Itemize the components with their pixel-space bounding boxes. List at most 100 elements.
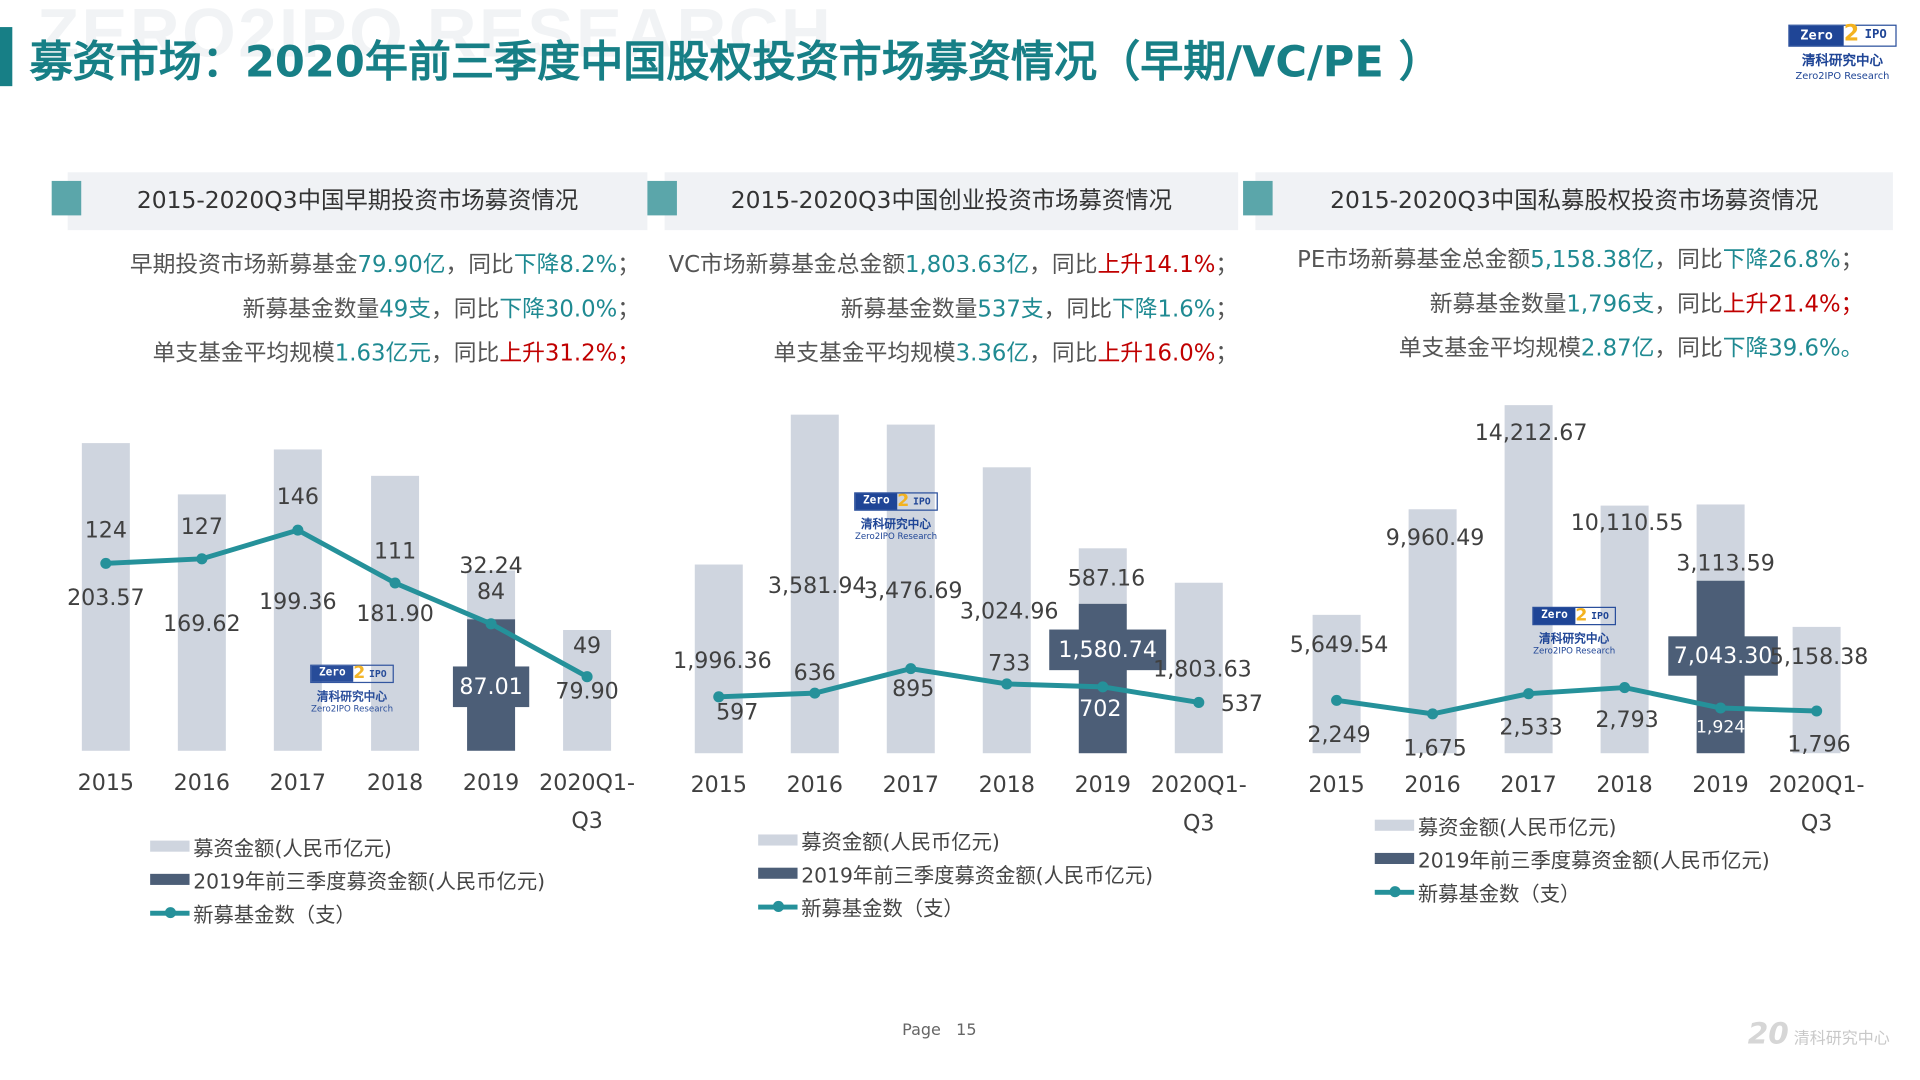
x-axis-label: 2019	[463, 770, 519, 796]
count-point	[1427, 708, 1439, 720]
x-axis-label: 2020Q1-	[1151, 772, 1247, 798]
legend-label: 募资金额(人民币亿元)	[1417, 815, 1617, 839]
legend-item-light: 募资金额(人民币亿元)	[758, 823, 1153, 856]
summary-segment: 79.90亿	[357, 252, 446, 279]
summary-segment: 上升21.4%	[1722, 291, 1841, 318]
legend-item-light: 募资金额(人民币亿元)	[150, 830, 545, 863]
count-point	[1715, 702, 1727, 714]
bar-2019	[1078, 548, 1127, 604]
panel-title: 2015-2020Q3中国早期投资市场募资情况	[136, 187, 579, 215]
x-axis-label: 2017	[1500, 772, 1556, 798]
summary-segment: 1.63亿元	[334, 340, 432, 367]
legend-item-line: 新募基金数（支）	[1374, 875, 1770, 908]
summary-segment: ，同比	[431, 340, 500, 367]
legend-item-dark: 2019年前三季度募资金额(人民币亿元)	[758, 857, 1153, 890]
logo-ipo: IPO	[1864, 28, 1887, 42]
summary-line: 新募基金数量537支，同比下降1.6%；	[669, 288, 1239, 332]
logo-two: 2	[1575, 605, 1588, 626]
logo-zero: Zero	[311, 665, 354, 682]
bar-2020Q1-Q3	[563, 630, 612, 751]
summary-segment: 新募基金数量	[242, 296, 380, 323]
count-value-label: 127	[181, 514, 223, 540]
bar-value-label: 1,803.63	[1153, 657, 1252, 683]
brand-mark: 20	[1747, 1016, 1789, 1052]
summary-segment: ；	[1840, 247, 1864, 274]
bar-value-label: 10,110.55	[1571, 510, 1684, 536]
legend-swatch	[1374, 819, 1415, 831]
count-value-label: 124	[85, 517, 127, 543]
title-accent-bar	[0, 27, 13, 87]
bar-2020Q1-Q3	[1174, 582, 1223, 754]
count-value-label: 2,249	[1307, 722, 1370, 748]
dark-bar-label: 1,580.74	[1058, 637, 1157, 663]
legend-label: 2019年前三季度募资金额(人民币亿元)	[801, 863, 1154, 887]
count-point	[1097, 681, 1109, 693]
count-point	[292, 524, 304, 536]
legend-swatch	[758, 834, 798, 846]
bar-value-label: 79.90	[555, 679, 618, 705]
legend-label: 2019年前三季度募资金额(人民币亿元)	[193, 869, 546, 893]
summary-segment: ，同比	[1654, 336, 1723, 362]
panel-header-early: 2015-2020Q3中国早期投资市场募资情况	[67, 172, 648, 231]
logo-en: Zero2IPO Research	[1533, 646, 1616, 657]
logo-two: 2	[1843, 20, 1860, 47]
summary-segment: ，同比	[1029, 252, 1098, 279]
x-axis-label: 2017	[270, 770, 326, 796]
bar-2018	[982, 467, 1031, 754]
panel-marker	[1243, 180, 1273, 216]
summary-segment: 上升16.0%	[1097, 340, 1216, 367]
summary-line: 单支基金平均规模2.87亿，同比下降39.6%。	[1297, 327, 1864, 371]
legend-line-marker	[758, 900, 798, 912]
summary-segment: 下降39.6%。	[1722, 336, 1864, 362]
summary-segment: 上升31.2%	[499, 340, 618, 367]
count-point	[1193, 696, 1205, 709]
summary-segment: ；	[617, 296, 641, 323]
summary-segment: 下降30.0%	[499, 296, 618, 323]
panel-marker	[51, 180, 82, 216]
footer-brand: 20 清科研究中心	[1748, 1017, 1890, 1051]
bar-value-label: 32.24	[459, 553, 522, 579]
summary-segment: ，同比	[1654, 247, 1723, 274]
legend-line-marker	[1374, 885, 1415, 897]
count-value-label: 146	[277, 484, 319, 510]
bar-value-label: 3,024.96	[960, 599, 1059, 625]
summary-line: VC市场新募基金总金额1,803.63亿，同比上升14.1%；	[669, 244, 1239, 288]
logo-ipo: IPO	[1591, 610, 1609, 622]
legend-pe: 募资金额(人民币亿元) 2019年前三季度募资金额(人民币亿元) 新募基金数（支…	[1374, 809, 1770, 909]
count-line	[718, 666, 1200, 705]
panel-title: 2015-2020Q3中国私募股权投资市场募资情况	[1330, 187, 1819, 215]
legend-label: 新募基金数（支）	[1417, 881, 1581, 906]
count-point	[809, 687, 821, 699]
summary-segment: ，同比	[445, 252, 514, 279]
bar-2017	[886, 424, 935, 754]
x-axis-label: 2020Q1-	[1769, 772, 1865, 798]
summary-segment: 单支基金平均规模	[773, 340, 956, 367]
bar-value-label: 9,960.49	[1386, 525, 1485, 551]
summary-pe: PE市场新募基金总金额5,158.38亿，同比下降26.8%； 新募基金数量1,7…	[1297, 239, 1863, 372]
summary-segment: ；	[1215, 296, 1239, 323]
legend-label: 新募基金数（支）	[801, 896, 964, 921]
bar-value-label: 3,113.59	[1676, 551, 1775, 577]
legend-swatch	[1374, 852, 1415, 865]
logo-zero: Zero	[1789, 25, 1844, 46]
page-title: 募资市场：2020年前三季度中国股权投资市场募资情况（早期/VC/PE ）	[29, 38, 1442, 88]
summary-segment: 上升14.1%	[1097, 252, 1216, 279]
x-axis-label: 2016	[174, 770, 230, 796]
x-axis-label: Q3	[1801, 810, 1833, 836]
bar-2017	[273, 449, 322, 751]
x-axis-label: 2018	[1596, 772, 1652, 798]
summary-line: 新募基金数量49支，同比下降30.0%；	[130, 288, 640, 332]
summary-segment: 2.87亿	[1580, 336, 1655, 362]
legend-item-light: 募资金额(人民币亿元)	[1374, 809, 1770, 842]
summary-vc: VC市场新募基金总金额1,803.63亿，同比上升14.1%； 新募基金数量537…	[669, 244, 1239, 377]
panel-header-vc: 2015-2020Q3中国创业投资市场募资情况	[664, 172, 1239, 231]
logo-zero: Zero	[1533, 608, 1576, 625]
summary-segment: 下降26.8%	[1722, 247, 1841, 274]
count-point	[389, 577, 401, 589]
x-axis-label: Q3	[1183, 810, 1215, 836]
legend-vc: 募资金额(人民币亿元) 2019年前三季度募资金额(人民币亿元) 新募基金数（支…	[758, 823, 1153, 923]
bar-value-label: 1,996.36	[673, 648, 772, 674]
summary-segment: VC市场新募基金总金额	[668, 252, 905, 279]
page-number-value: 15	[956, 1021, 977, 1041]
